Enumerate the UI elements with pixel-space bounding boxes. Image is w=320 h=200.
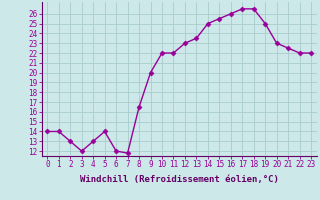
X-axis label: Windchill (Refroidissement éolien,°C): Windchill (Refroidissement éolien,°C) (80, 175, 279, 184)
